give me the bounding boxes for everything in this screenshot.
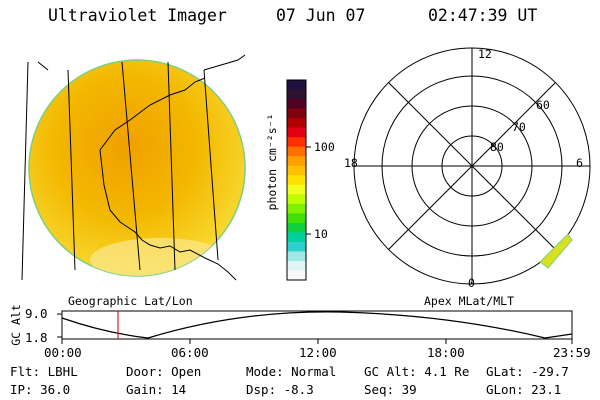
geographic-caption: Geographic Lat/Lon <box>68 294 193 308</box>
status-filter: Flt: LBHL <box>10 364 78 379</box>
colorbar-band <box>287 127 306 138</box>
time-label: 02:47:39 UT <box>428 6 538 25</box>
instrument-title: Ultraviolet Imager <box>48 6 227 25</box>
colorbar-band <box>287 99 306 110</box>
colorbar-band <box>287 213 306 224</box>
status-gain: Gain: 14 <box>126 382 187 397</box>
colorbar-band <box>287 108 306 119</box>
status-gc-alt: GC Alt: 4.1 Re <box>364 364 470 379</box>
polar-image-fragment <box>539 233 573 269</box>
colorbar-frame <box>286 79 307 281</box>
colorbar-band <box>287 270 306 281</box>
mlat-80-label: 80 <box>490 140 504 154</box>
date-label: 07 Jun 07 <box>276 6 366 25</box>
xtick-2359: 23:59 <box>553 345 591 360</box>
mlt-6-label: 6 <box>576 156 583 170</box>
status-ip: IP: 36.0 <box>10 382 71 397</box>
status-glon: GLon: 23.1 <box>486 382 562 397</box>
colorbar-label-10: 10 <box>314 227 328 241</box>
uv-image-disk <box>28 59 246 277</box>
altitude-curve <box>61 311 573 339</box>
altitude-ylabel: GC Alt <box>9 304 23 346</box>
mlt-0-label: 0 <box>468 276 475 290</box>
status-dsp: Dsp: -8.3 <box>246 382 314 397</box>
colorbar-band <box>287 137 306 148</box>
status-door: Door: Open <box>126 364 202 379</box>
xtick-1800: 18:00 <box>427 345 465 360</box>
altitude-ytick-bottom: 1.8 <box>25 330 48 345</box>
status-mode: Mode: Normal <box>246 364 337 379</box>
colorbar-band <box>287 175 306 186</box>
apex-caption: Apex MLat/MLT <box>424 294 515 308</box>
mlt-12-label: 12 <box>478 47 492 61</box>
colorbar-band <box>287 241 306 253</box>
xtick-1200: 12:00 <box>299 345 337 360</box>
colorbar-band <box>287 184 306 195</box>
colorbar-band <box>287 251 306 262</box>
mlat-70-label: 70 <box>512 120 526 134</box>
geographic-grid-lines <box>21 54 246 281</box>
colorbar-band <box>287 89 306 100</box>
mlt-18-label: 18 <box>344 156 358 170</box>
colorbar-label-100: 100 <box>314 140 335 154</box>
colorbar-band <box>287 165 306 176</box>
colorbar-band <box>287 118 306 129</box>
mlat-60-label: 60 <box>536 98 550 112</box>
colorbar-band <box>287 194 306 205</box>
colorbar-band <box>287 222 306 233</box>
colorbar-band <box>287 260 306 272</box>
coastline <box>99 77 237 281</box>
altitude-ytick-top: 9.0 <box>25 306 48 321</box>
polar-grid <box>353 47 591 285</box>
colorbar-unit-label: photon cm⁻²s⁻¹ <box>265 113 279 211</box>
status-seq: Seq: 39 <box>364 382 417 397</box>
colorbar-band <box>287 156 306 167</box>
colorbar-band <box>287 80 306 91</box>
colorbar <box>287 80 306 281</box>
colorbar-band <box>287 232 306 243</box>
colorbar-band <box>287 146 306 157</box>
colorbar-band <box>287 203 306 214</box>
status-glat: GLat: -29.7 <box>486 364 569 379</box>
xtick-0600: 06:00 <box>171 345 209 360</box>
xtick-0000: 00:00 <box>44 345 82 360</box>
altitude-plot <box>57 310 573 344</box>
